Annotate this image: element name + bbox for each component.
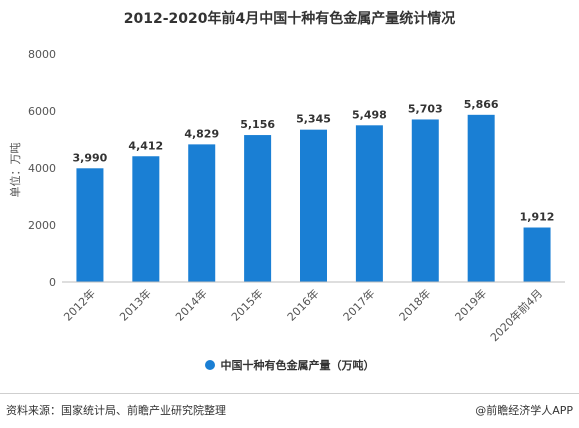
x-tick-label: 2019年 [452, 286, 489, 323]
data-labels: 3,990 4,412 4,829 5,156 5,345 5,498 5,703 5,866… [73, 98, 555, 224]
y-tick-label: 4000 [28, 162, 56, 175]
bar [244, 135, 272, 282]
bar [188, 144, 216, 282]
legend-marker [204, 360, 215, 370]
x-tick-label: 2015年 [228, 286, 265, 323]
data-label: 4,829 [184, 127, 219, 140]
data-label: 5,866 [464, 98, 499, 111]
source-note: 资料来源：国家统计局、前瞻产业研究院整理 [6, 404, 226, 417]
bar [300, 129, 327, 282]
x-tick-label: 2020年前4月 [487, 286, 545, 344]
data-label: 1,912 [520, 211, 555, 224]
y-tick-label: 6000 [28, 105, 56, 118]
data-label: 4,412 [128, 139, 163, 152]
data-label: 5,345 [296, 113, 331, 126]
x-tick-label: 2013年 [116, 286, 153, 323]
brand-credit: @前瞻经济学人APP [475, 404, 573, 417]
bar [132, 156, 160, 282]
bar [355, 125, 383, 282]
legend-label: 中国十种有色金属产量（万吨） [220, 359, 375, 372]
data-label: 5,498 [352, 108, 387, 121]
bar [467, 114, 495, 282]
legend: 中国十种有色金属产量（万吨） [0, 357, 579, 373]
y-tick-label: 8000 [28, 48, 56, 61]
chart-title: 2012-2020年前4月中国十种有色金属产量统计情况 [123, 11, 456, 27]
bar [76, 168, 104, 282]
x-tick-label: 2018年 [396, 286, 433, 323]
bar [523, 227, 551, 282]
x-tick-label: 2017年 [340, 286, 377, 323]
x-tick-label: 2012年 [61, 286, 98, 323]
y-tick-label: 2000 [28, 219, 56, 232]
y-axis: 0 2000 4000 6000 8000 [28, 48, 56, 289]
bar-chart: 0 2000 4000 6000 8000 3,990 4,412 4,829 5,156 5,… [8, 48, 565, 344]
y-axis-label: 单位：万吨 [8, 143, 22, 198]
x-axis: 2012年 2013年 2014年 2015年 2016年 2017年 2018年 2019年… [61, 281, 565, 344]
x-tick-label: 2016年 [284, 286, 321, 323]
data-label: 5,703 [408, 102, 443, 115]
data-label: 5,156 [240, 118, 275, 131]
data-label: 3,990 [73, 151, 108, 164]
x-tick-label: 2014年 [172, 286, 209, 323]
bars [76, 114, 551, 282]
bar [411, 119, 439, 282]
y-tick-label: 0 [49, 276, 56, 289]
footer: 资料来源：国家统计局、前瞻产业研究院整理 @前瞻经济学人APP [0, 393, 579, 428]
